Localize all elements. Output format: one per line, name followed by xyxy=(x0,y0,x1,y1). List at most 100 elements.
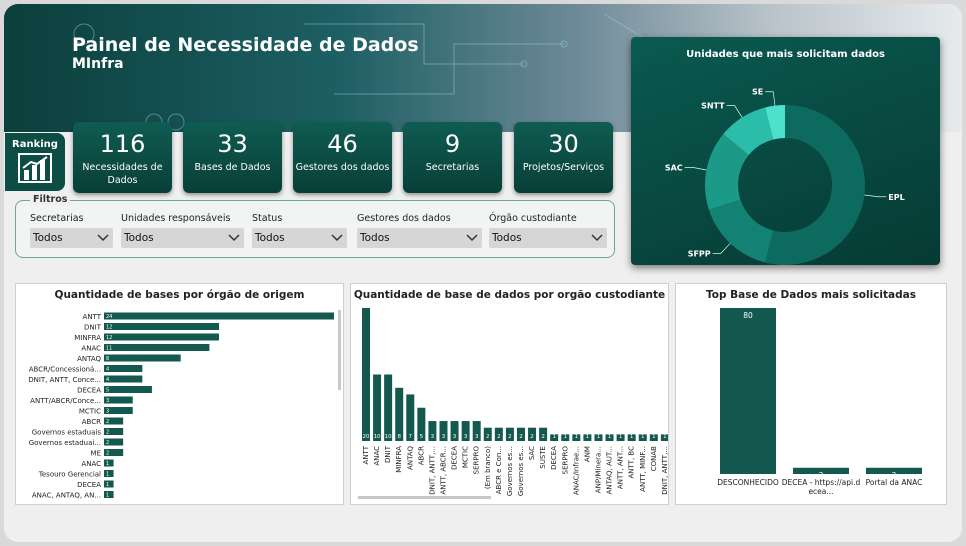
bar xyxy=(104,312,334,320)
bar-chart: Quantidade de bases por órgão de origem A… xyxy=(28,289,341,500)
value-label: 24 xyxy=(106,314,112,320)
value-label: 3 xyxy=(106,409,109,415)
bar-chart: Top Base de Dados mais solicitadas 80 DESC… xyxy=(706,289,922,496)
value-label: 11 xyxy=(106,346,112,352)
category-label: Governos es... xyxy=(506,446,514,496)
bar xyxy=(104,407,133,414)
bar xyxy=(550,434,559,441)
chart-panel: Top Base de Dados mais solicitadas 80 DESC… xyxy=(675,283,947,505)
category-label: ANTT, ABCR... xyxy=(439,446,447,495)
value-label: 1 xyxy=(619,434,623,440)
ranking-icon xyxy=(18,153,52,183)
value-label: 5 xyxy=(106,388,109,394)
category-label: DNIT xyxy=(384,445,392,463)
value-label: 12 xyxy=(106,335,112,341)
bar xyxy=(104,333,219,341)
category-label: DECEA xyxy=(550,446,558,470)
dropdown-arrow xyxy=(97,234,109,242)
category-label: ABCR/Concessioná... xyxy=(29,366,101,374)
dropdown-arrow xyxy=(331,234,343,242)
bar xyxy=(572,434,581,441)
value-label: 2 xyxy=(530,434,534,440)
bar xyxy=(450,421,459,441)
kpi-card: 30 Projetos/Serviços xyxy=(514,122,613,193)
dropdown-value: Todos xyxy=(33,232,63,244)
kpi-value: 116 xyxy=(99,130,146,158)
bar-chart: Quantidade de base de dados por orgão cu… xyxy=(354,289,669,499)
scrollbar xyxy=(338,310,341,390)
bar xyxy=(516,427,525,441)
value-label: 3 xyxy=(453,434,457,440)
value-label: 3 xyxy=(431,434,435,440)
category-label: Tesouro Gerencial xyxy=(38,471,101,479)
filter-dropdown[interactable]: Todos xyxy=(121,228,244,248)
value-label: 2 xyxy=(106,419,109,425)
bar xyxy=(616,434,625,441)
filter-box: Filtros Secretarias Todos Unidades respons… xyxy=(15,194,615,258)
bar xyxy=(104,480,114,488)
filter-dropdown[interactable]: Todos xyxy=(357,228,482,248)
kpi-card: 33 Bases de Dados xyxy=(183,122,282,193)
category-label: DECEA xyxy=(77,387,101,395)
filter-dropdown[interactable]: Todos xyxy=(30,228,113,248)
donut-chart: Unidades que mais solicitam dados EPL SFPP… xyxy=(665,49,905,265)
value-label: 1 xyxy=(106,482,109,488)
donut-slice xyxy=(705,134,749,210)
category-label: ANAC/Infrae... xyxy=(572,446,580,495)
bar xyxy=(528,427,537,441)
category-label: ANTT, ANT... xyxy=(617,446,625,489)
category-label: SERPRO xyxy=(473,446,481,475)
ranking-label: Ranking xyxy=(12,139,58,150)
chart-panel: Quantidade de base de dados por orgão cu… xyxy=(350,283,669,505)
kpi-value: 33 xyxy=(217,130,248,158)
bar xyxy=(104,323,219,330)
filter-label: Órgão custodiante xyxy=(489,213,577,224)
category-label: ANP/Minera... xyxy=(594,446,602,493)
category-label: DECEA - https://api.decea... xyxy=(781,478,861,496)
category-label-box: DECEA - https://api.decea... xyxy=(781,478,861,496)
dropdown-arrow xyxy=(591,234,603,242)
category-label: ANTT xyxy=(83,313,102,321)
category-label: ME xyxy=(91,450,101,458)
bar xyxy=(483,427,492,441)
ranking-button[interactable]: Ranking xyxy=(5,133,65,191)
bar xyxy=(649,434,658,441)
bar xyxy=(104,396,133,404)
filter-dropdown[interactable]: Todos xyxy=(489,228,607,248)
category-label: MINFRA xyxy=(395,446,403,473)
bar xyxy=(104,428,124,435)
value-label: 3 xyxy=(819,471,824,480)
bar xyxy=(104,491,114,498)
category-label: DECEA xyxy=(77,481,101,489)
category-label: ANAC xyxy=(81,345,101,353)
category-label: Governos estaduais xyxy=(32,429,102,437)
kpi-label: Bases de Dados xyxy=(194,162,271,173)
donut-slice xyxy=(723,107,774,156)
leader-line xyxy=(712,243,731,254)
value-label: 2 xyxy=(497,434,501,440)
value-label: 4 xyxy=(106,377,109,383)
bar xyxy=(373,374,382,441)
bar xyxy=(104,344,210,351)
value-label: 8 xyxy=(397,434,401,440)
category-label: MCTIC xyxy=(462,446,470,468)
value-label: 1 xyxy=(630,434,634,440)
bar xyxy=(428,421,437,441)
kpi-value: 9 xyxy=(444,130,461,158)
bar xyxy=(104,449,124,456)
value-label: 5 xyxy=(420,434,424,440)
value-label: 7 xyxy=(409,434,413,440)
value-label: 1 xyxy=(586,434,590,440)
donut-slice xyxy=(708,199,774,263)
value-label: 2 xyxy=(486,434,490,440)
bar xyxy=(720,308,776,474)
dropdown-value: Todos xyxy=(124,232,154,244)
value-label: 2 xyxy=(106,430,109,436)
bar xyxy=(561,434,570,441)
filter-dropdown[interactable]: Todos xyxy=(252,228,347,248)
dropdown-value: Todos xyxy=(492,232,522,244)
value-label: 3 xyxy=(475,434,479,440)
category-label: (Em branco) xyxy=(484,446,492,489)
category-label: DNIT, ANTT, Conce... xyxy=(28,376,101,384)
bar xyxy=(104,365,143,372)
